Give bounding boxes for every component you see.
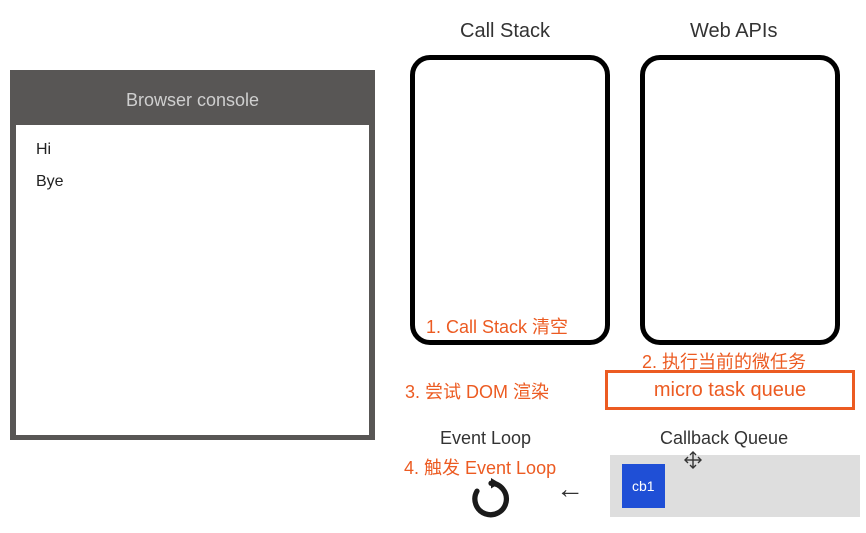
- event-loop-icon: [470, 478, 512, 520]
- callback-chip: cb1: [622, 464, 665, 508]
- console-line: Bye: [36, 173, 349, 191]
- call-stack-title: Call Stack: [460, 20, 550, 43]
- console-line: Hi: [36, 141, 349, 159]
- micro-task-queue-label: micro task queue: [654, 379, 806, 402]
- arrow-left-icon: ←: [556, 473, 584, 505]
- event-loop-title: Event Loop: [440, 428, 531, 449]
- micro-task-queue-box: micro task queue: [605, 370, 855, 410]
- web-apis-title: Web APIs: [690, 20, 777, 43]
- annotation-4: 4. 触发 Event Loop: [404, 454, 556, 480]
- move-cursor-icon: [683, 450, 703, 475]
- annotation-3: 3. 尝试 DOM 渲染: [405, 378, 549, 404]
- call-stack-box: [410, 55, 610, 345]
- browser-console-panel: Browser console Hi Bye: [10, 70, 375, 440]
- callback-queue-box: cb1: [610, 455, 860, 517]
- console-body: Hi Bye: [16, 125, 369, 435]
- callback-queue-title: Callback Queue: [660, 428, 788, 449]
- console-title: Browser console: [16, 76, 369, 125]
- annotation-1: 1. Call Stack 清空: [426, 313, 568, 339]
- web-apis-box: [640, 55, 840, 345]
